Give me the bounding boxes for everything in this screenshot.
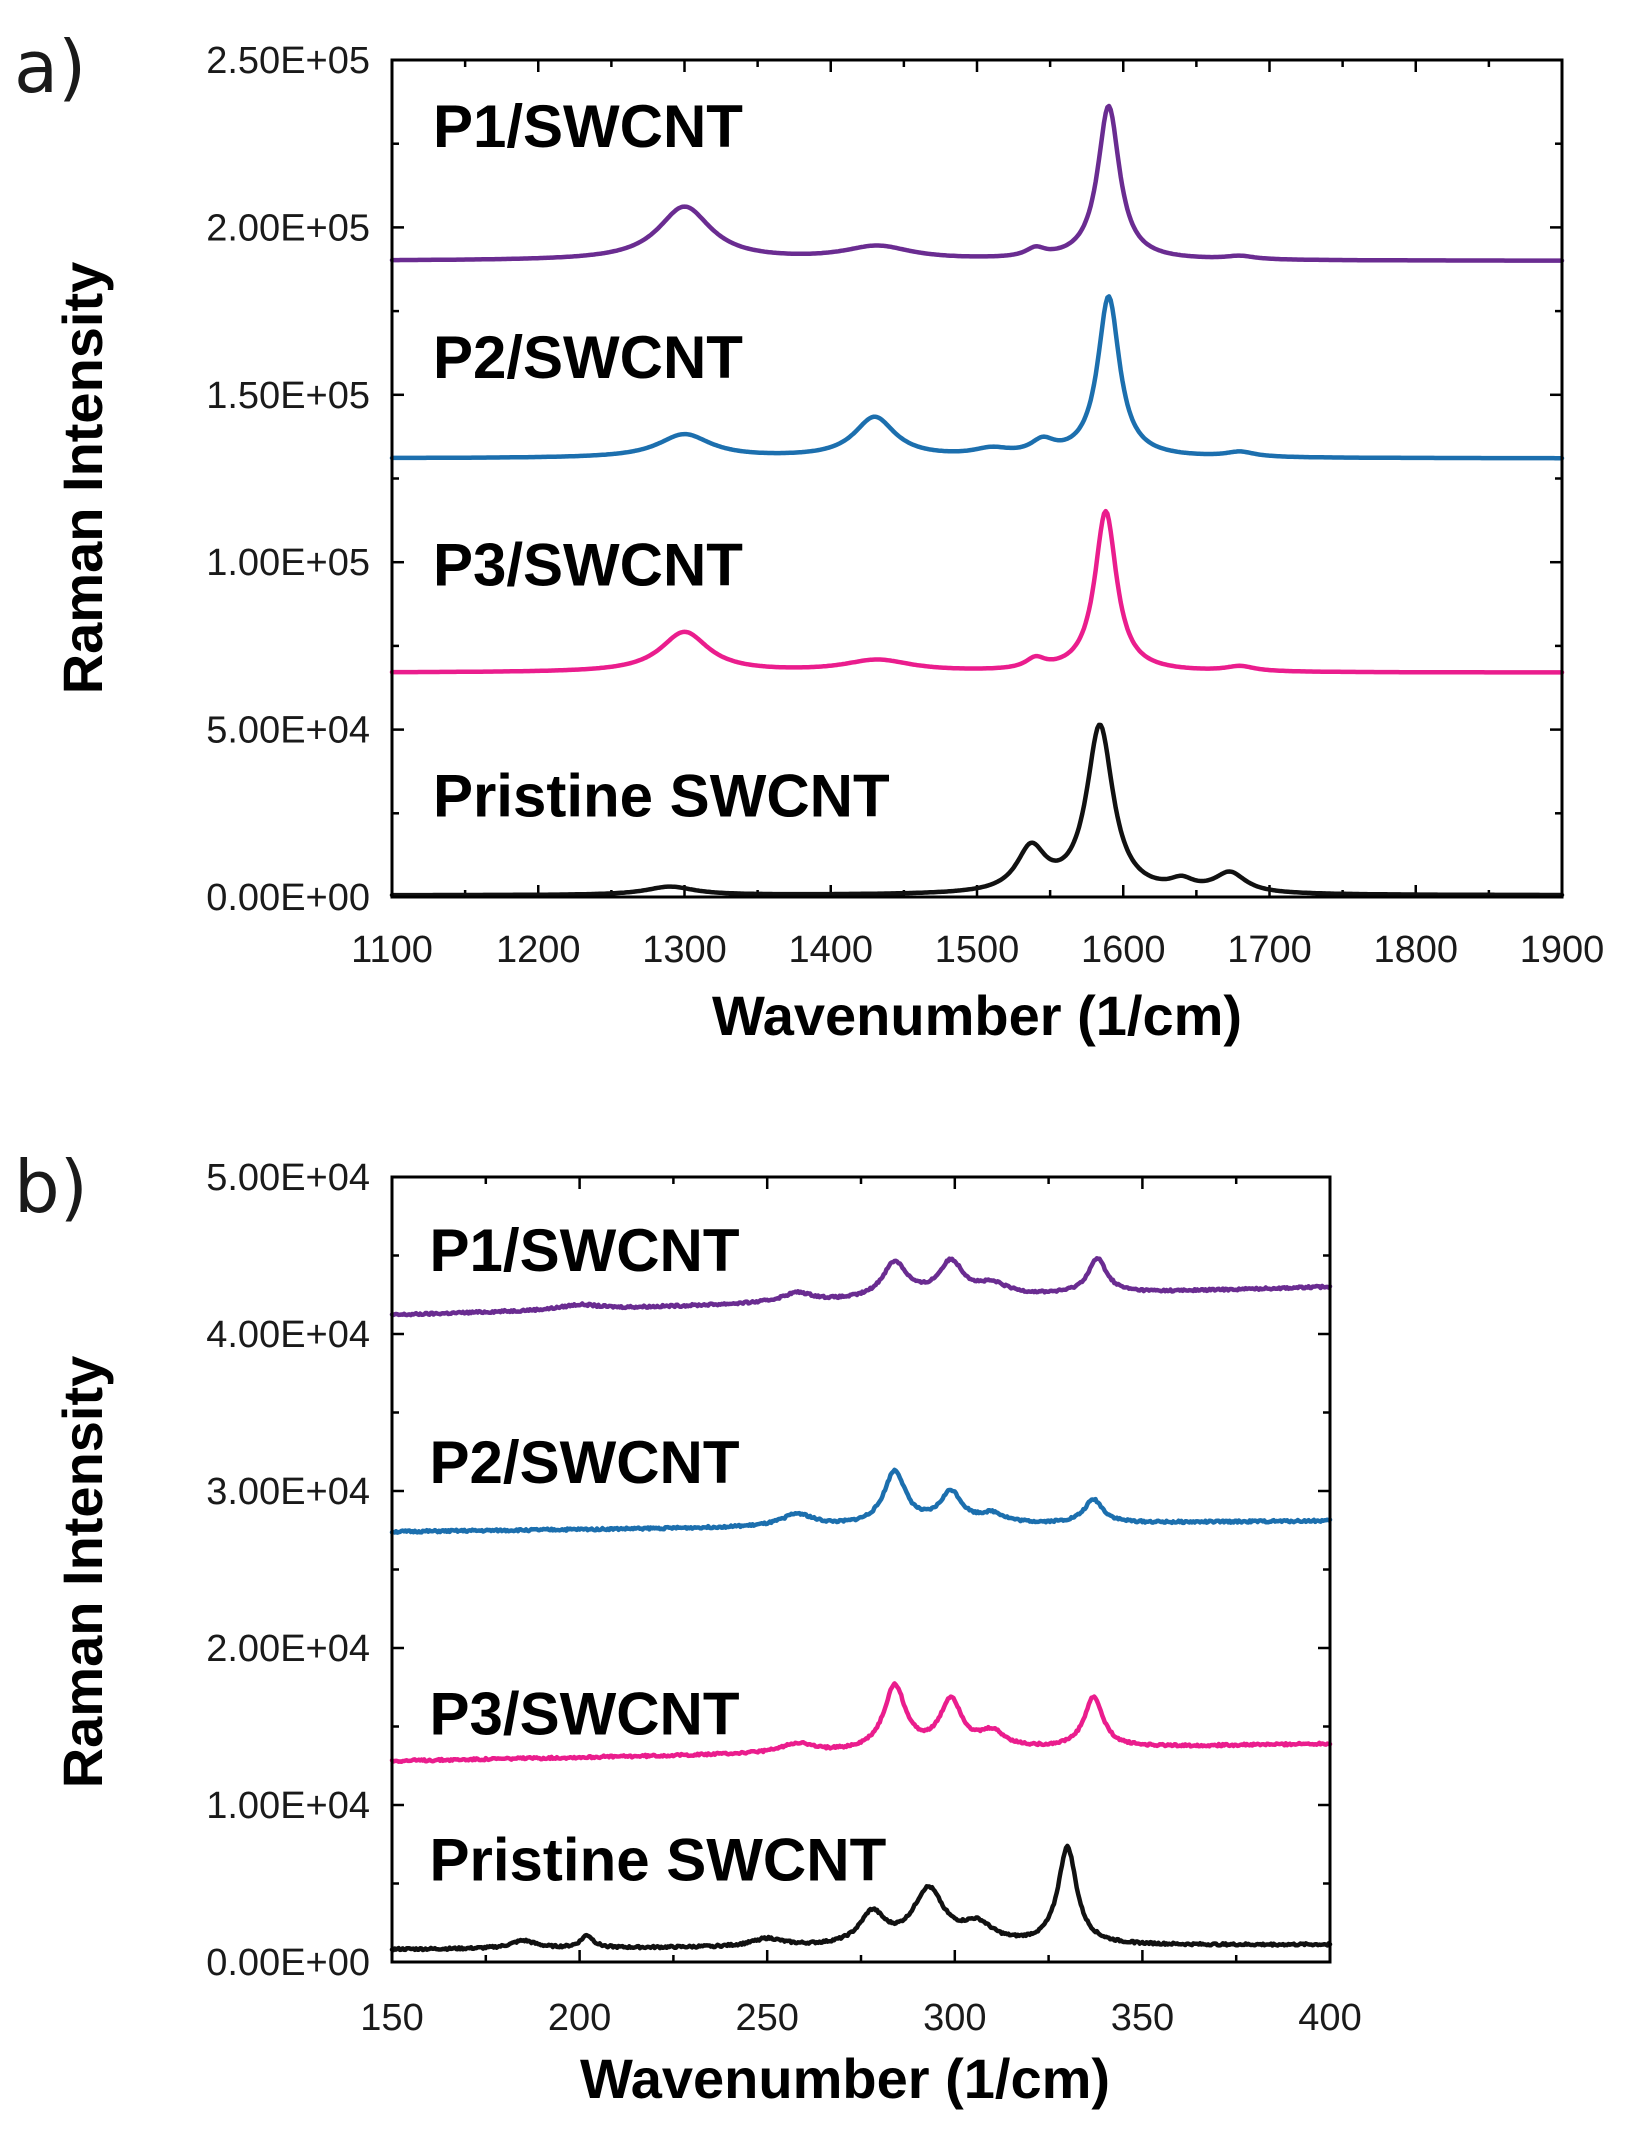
panel-a-x-tick-label: 1100 (351, 929, 433, 971)
panel-a-series-label-p3-swcnt: P3/SWCNT (433, 532, 743, 599)
panel-a-x-tick-label: 1600 (1081, 929, 1166, 971)
panel-b-series-label-p2-swcnt: P2/SWCNT (430, 1429, 740, 1496)
panel-a-y-tick-label: 2.50E+05 (206, 40, 370, 82)
panel-a-y-tick-label: 2.00E+05 (206, 207, 370, 249)
panel-a-x-tick-label: 1700 (1227, 929, 1312, 971)
panel-a-y-tick-label: 5.00E+04 (206, 710, 370, 752)
panel-a-series-labels: P1/SWCNT P2/SWCNT P3/SWCNT Pristine SWCNT (433, 93, 890, 830)
panel-b-y-tick-label: 2.00E+04 (206, 1628, 370, 1670)
panel-b-series-label-pristine-swcnt: Pristine SWCNT (430, 1826, 887, 1893)
panel-a-x-tick-label: 1300 (642, 929, 727, 971)
panel-b-y-tick-label: 1.00E+04 (206, 1785, 370, 1827)
panel-a-trace-p3-swcnt (389, 508, 1565, 675)
panel-a-x-axis-title: Wavenumber (1/cm) (712, 984, 1242, 1047)
panel-b-y-tick-label: 0.00E+00 (206, 1942, 370, 1984)
panel-b-series-label-p3-swcnt: P3/SWCNT (430, 1680, 740, 1747)
panel-a-x-tick-label: 1200 (496, 929, 581, 971)
panel-a-traces (389, 103, 1565, 898)
panel-a-y-tick-label: 1.50E+05 (206, 375, 370, 417)
panel-a-y-tick-label: 1.00E+05 (206, 542, 370, 584)
panel-b-x-axis-title: Wavenumber (1/cm) (580, 2047, 1110, 2110)
panel-b-x-tick-label: 200 (548, 1997, 611, 2039)
panel-a-series-label-p1-swcnt: P1/SWCNT (433, 93, 743, 160)
panel-b-trace-p3-swcnt (389, 1681, 1333, 1765)
panel-b-x-tick-label: 250 (735, 1997, 798, 2039)
panel-b-label: b) (14, 1145, 88, 1229)
panel-a-y-tick-label: 0.00E+00 (206, 877, 370, 919)
panel-b-plot-frame (390, 1175, 1332, 1964)
panel-b-trace-p1-swcnt (389, 1256, 1333, 1318)
panel-b-series-label-p1-swcnt: P1/SWCNT (430, 1217, 740, 1284)
panel-a-series-label-p2-swcnt: P2/SWCNT (433, 324, 743, 391)
panel-b-traces (389, 1256, 1333, 1953)
panel-b-y-tick-labels: 0.00E+00 1.00E+04 2.00E+04 3.00E+04 4.00E+04… (206, 1157, 370, 1984)
panel-b-series-labels: P1/SWCNT P2/SWCNT P3/SWCNT Pristine SWCNT (430, 1217, 887, 1893)
panel-a-plot-frame (390, 58, 1564, 899)
panel-a-y-tick-labels: 0.00E+00 5.00E+04 1.00E+05 1.50E+05 2.00E+05… (206, 40, 370, 919)
panel-b-y-tick-label: 4.00E+04 (206, 1314, 370, 1356)
panel-b-x-tick-label: 350 (1111, 1997, 1174, 2039)
panel-a-series-label-pristine-swcnt: Pristine SWCNT (433, 763, 890, 830)
panel-a-x-tick-labels: 1100 1200 1300 1400 1500 1600 1700 1800 1900 (351, 929, 1604, 971)
panel-a-x-tick-label: 1800 (1373, 929, 1458, 971)
panel-b-x-tick-labels: 150 200 250 300 350 400 (360, 1997, 1361, 2039)
panel-a-chart: a) 0.00E+00 5.00E+04 1.00E+05 1.50E+05 2.00E… (14, 25, 1604, 1047)
panel-a-x-tick-label: 1900 (1520, 929, 1605, 971)
panel-b-x-tick-label: 300 (923, 1997, 986, 2039)
panel-a-x-tick-label: 1500 (935, 929, 1020, 971)
panel-b-trace-p2-swcnt (389, 1467, 1333, 1535)
panel-a-trace-p1-swcnt (389, 103, 1565, 263)
panel-b-x-tick-label: 400 (1298, 1997, 1361, 2039)
panel-a-trace-p2-swcnt (389, 294, 1565, 461)
panel-a-label: a) (14, 25, 86, 109)
panel-b-trace-pristine-swcnt (389, 1843, 1333, 1953)
panel-b-y-tick-label: 5.00E+04 (206, 1157, 370, 1199)
panel-b-y-tick-label: 3.00E+04 (206, 1471, 370, 1513)
panel-a-trace-pristine-swcnt (389, 722, 1565, 898)
panel-b-x-tick-label: 150 (360, 1997, 423, 2039)
panel-a-y-axis-title: Raman Intensity (51, 262, 114, 695)
panel-a-x-tick-label: 1400 (788, 929, 873, 971)
panel-b-chart: b) 0.00E+00 1.00E+04 2.00E+04 3.00E+04 4.00E… (14, 1145, 1362, 2110)
panel-b-y-axis-title: Raman Intensity (51, 1356, 114, 1789)
